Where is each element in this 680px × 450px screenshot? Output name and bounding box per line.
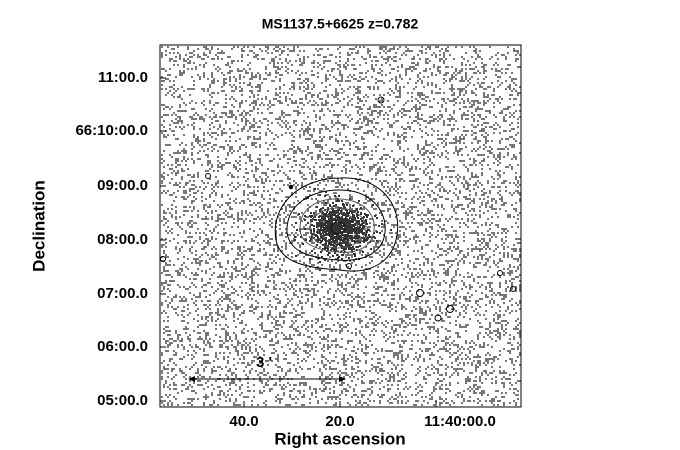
source xyxy=(416,289,424,297)
source xyxy=(205,173,211,179)
source xyxy=(510,286,516,292)
contour xyxy=(330,221,346,235)
contour xyxy=(324,217,352,239)
contour xyxy=(317,212,359,244)
y-axis-title: Declination xyxy=(29,180,48,272)
cluster-emission xyxy=(294,188,392,271)
contour xyxy=(309,207,367,249)
source xyxy=(434,314,442,322)
y-tick-label: 11:00.0 xyxy=(98,69,148,86)
source xyxy=(377,96,385,104)
y-tick-label: 09:00.0 xyxy=(97,177,148,194)
scale-bar-label: 3 ' xyxy=(256,354,272,371)
source xyxy=(346,263,352,269)
source xyxy=(497,270,503,276)
y-tick-label: 08:00.0 xyxy=(97,231,148,248)
y-tick-label: 07:00.0 xyxy=(97,285,148,302)
x-tick-label: 11:40:00.0 xyxy=(424,413,496,430)
y-tick-label: 06:00.0 xyxy=(97,338,148,355)
contour xyxy=(274,177,399,272)
cluster-pixels xyxy=(294,188,392,271)
point-sources xyxy=(160,96,516,322)
contour xyxy=(286,189,386,261)
x-tick-label: 20.0 xyxy=(325,413,354,430)
y-tick-label: 66:10:00.0 xyxy=(75,122,148,139)
source xyxy=(446,305,454,313)
source xyxy=(288,184,294,190)
y-tick-label: 05:00.0 xyxy=(97,392,148,409)
x-tick-label: 40.0 xyxy=(229,413,258,430)
x-axis-title: Right ascension xyxy=(274,429,405,448)
contours xyxy=(274,177,399,272)
title: MS1137.5+6625 z=0.782 xyxy=(262,16,419,32)
contour xyxy=(299,198,375,253)
tick-marks xyxy=(160,77,437,407)
scale-bar xyxy=(188,376,346,382)
